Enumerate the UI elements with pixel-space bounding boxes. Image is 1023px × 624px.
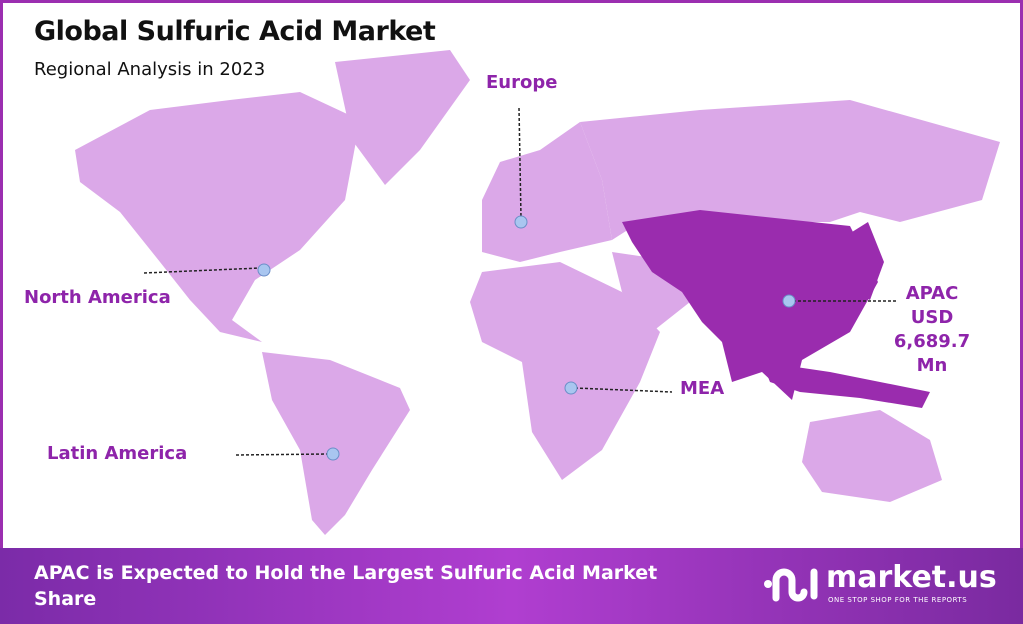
apac-unit: Mn (916, 355, 948, 376)
mea-marker (564, 381, 578, 395)
world-map (75, 50, 1000, 535)
logo-icon (764, 568, 818, 602)
page-title: Global Sulfuric Acid Market (34, 16, 436, 47)
europe-leader-line (518, 107, 522, 219)
russia-shape (580, 100, 1000, 240)
europe-shape (482, 122, 612, 262)
page-subtitle: Regional Analysis in 2023 (34, 59, 266, 80)
europe-marker (514, 215, 528, 229)
north-america-label: North America (24, 287, 171, 308)
apac-name: APAC (905, 283, 959, 304)
south-america-shape (262, 352, 410, 535)
australia-shape (802, 410, 942, 502)
latin-america-marker (326, 447, 340, 461)
mea-label: MEA (680, 378, 725, 399)
logo-tagline: ONE STOP SHOP FOR THE REPORTS (828, 596, 968, 604)
footer-text: APAC is Expected to Hold the Largest Sul… (34, 562, 658, 610)
africa-shape (470, 262, 660, 480)
north-america-shape (75, 92, 360, 342)
mea-leader-line (574, 387, 673, 393)
logo-name: market.us (826, 560, 997, 595)
apac-marker (782, 294, 796, 308)
frame (0, 0, 1023, 548)
apac-region (622, 210, 930, 408)
latin-america-label: Latin America (47, 443, 188, 464)
greenland-shape (335, 50, 470, 185)
apac-value: USD 6,689.7 (893, 307, 971, 352)
footer-banner: APAC is Expected to Hold the Largest Sul… (0, 548, 1023, 624)
market-us-logo: market.us ONE STOP SHOP FOR THE REPORTS (762, 560, 997, 612)
latin-america-leader-line (235, 453, 329, 456)
apac-label: APAC USD 6,689.7 Mn (872, 282, 992, 378)
europe-label: Europe (486, 72, 558, 93)
north-america-marker (257, 263, 271, 277)
north-america-leader-line (143, 267, 261, 274)
